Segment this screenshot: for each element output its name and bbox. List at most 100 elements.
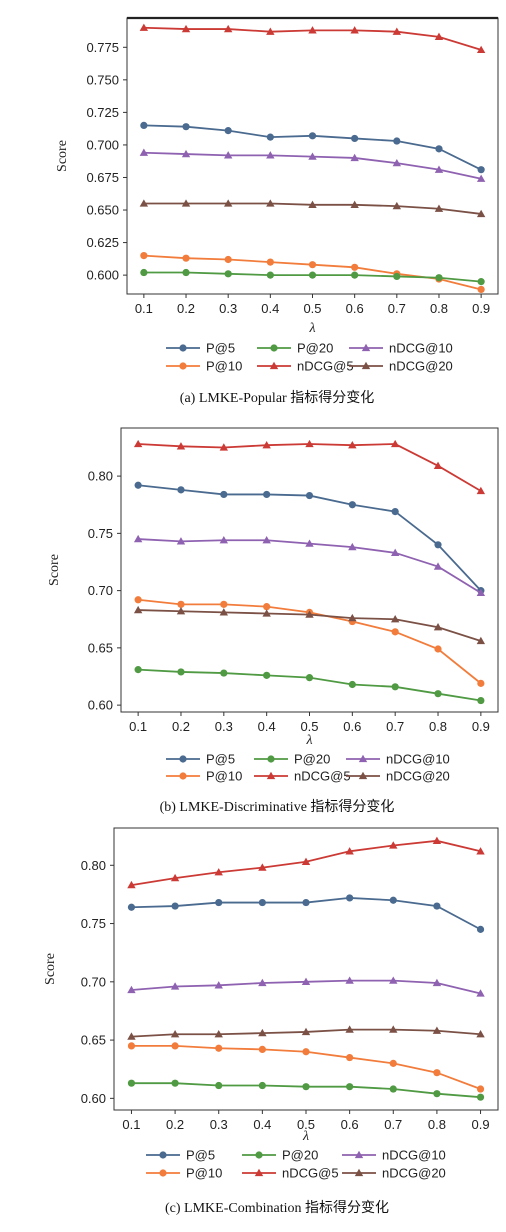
data-point-p-at-10	[302, 1048, 310, 1056]
x-tick-label: 0.7	[384, 1117, 402, 1132]
data-point-ndcg-at-20	[266, 199, 275, 207]
data-point-p-at-10	[182, 254, 190, 262]
x-tick-label: 0.4	[261, 301, 279, 316]
x-tick-label: 0.5	[297, 1117, 315, 1132]
data-point-p-at-5	[182, 123, 190, 131]
data-point-p-at-10	[177, 600, 185, 608]
data-point-p-at-20	[393, 272, 401, 281]
data-point-ndcg-at-10	[181, 149, 191, 158]
data-point-p-at-10	[127, 1042, 136, 1050]
legend-marker-ndcg-at-10	[358, 754, 368, 763]
x-tick-label: 0.9	[472, 1117, 490, 1132]
data-point-ndcg-at-20	[219, 608, 229, 616]
data-point-p-at-10	[308, 261, 317, 269]
data-point-p-at-10	[224, 255, 232, 264]
data-point-p-at-5	[351, 134, 359, 143]
data-point-ndcg-at-10	[223, 151, 233, 159]
y-axis-title: Score	[47, 554, 62, 586]
data-point-ndcg-at-10	[219, 536, 229, 544]
data-point-p-at-10	[391, 628, 399, 636]
data-point-ndcg-at-10	[305, 539, 314, 547]
data-point-ndcg-at-5	[219, 443, 229, 451]
y-tick-label: 0.65	[81, 1033, 106, 1048]
x-axis-title: λ	[308, 321, 315, 336]
data-point-ndcg-at-20	[308, 200, 317, 208]
legend-marker-p-at-10	[159, 1169, 167, 1177]
data-point-ndcg-at-10	[266, 151, 275, 159]
data-point-p-at-20	[308, 271, 317, 279]
data-point-p-at-10	[266, 258, 274, 266]
y-tick-label: 0.75	[88, 526, 113, 541]
data-point-p-at-20	[134, 666, 142, 674]
data-point-p-at-20	[171, 1079, 179, 1087]
data-point-ndcg-at-20	[223, 199, 233, 207]
x-tick-label: 0.1	[129, 719, 147, 734]
data-point-p-at-10	[477, 679, 485, 687]
series-line-p-at-5	[143, 124, 482, 171]
data-point-p-at-20	[434, 690, 442, 698]
data-point-ndcg-at-20	[390, 615, 400, 623]
data-point-ndcg-at-10	[139, 148, 149, 156]
data-point-ndcg-at-5	[223, 24, 233, 33]
x-tick-label: 0.4	[258, 719, 276, 734]
data-point-ndcg-at-10	[214, 981, 223, 989]
x-tick-label: 0.8	[429, 719, 447, 734]
data-point-ndcg-at-20	[350, 200, 359, 208]
data-point-ndcg-at-20	[434, 204, 444, 212]
data-point-p-at-20	[305, 674, 314, 682]
data-point-ndcg-at-10	[170, 982, 180, 990]
x-tick-label: 0.6	[343, 719, 361, 734]
data-point-p-at-5	[391, 507, 399, 516]
data-point-ndcg-at-5	[266, 27, 275, 35]
data-point-p-at-10	[434, 645, 442, 653]
x-tick-label: 0.7	[386, 719, 404, 734]
data-point-p-at-20	[346, 1083, 354, 1091]
legend-label-p-at-10: P@10	[206, 359, 242, 374]
data-point-ndcg-at-10	[434, 165, 444, 173]
legend-marker-p-at-5	[179, 344, 187, 352]
legend-label-p-at-5: P@5	[206, 752, 235, 767]
data-point-p-at-5	[134, 481, 142, 489]
x-tick-label: 0.6	[341, 1117, 359, 1132]
data-point-ndcg-at-20	[389, 1025, 398, 1033]
legend-label-ndcg-at-20: nDCG@20	[382, 1166, 446, 1181]
data-point-ndcg-at-10	[432, 978, 442, 987]
y-tick-label: 0.650	[86, 203, 119, 218]
data-point-p-at-20	[302, 1083, 310, 1091]
data-point-ndcg-at-5	[434, 32, 444, 41]
data-point-ndcg-at-10	[348, 542, 357, 551]
data-point-p-at-5	[305, 491, 314, 500]
data-point-ndcg-at-5	[258, 863, 267, 871]
data-point-ndcg-at-5	[170, 873, 180, 882]
data-point-p-at-10	[134, 596, 142, 604]
data-point-p-at-20	[215, 1081, 223, 1090]
x-tick-label: 0.7	[388, 301, 406, 316]
x-tick-label: 0.1	[122, 1117, 140, 1132]
legend-label-p-at-10: P@10	[206, 769, 242, 784]
legend-marker-p-at-10	[179, 772, 187, 780]
figure-caption: (a) LMKE-Popular 指标得分变化	[180, 389, 374, 406]
data-point-ndcg-at-20	[476, 1030, 485, 1038]
data-point-p-at-5	[177, 486, 185, 494]
data-point-ndcg-at-20	[476, 636, 486, 645]
data-point-p-at-5	[302, 898, 310, 907]
data-point-p-at-10	[477, 285, 485, 294]
data-point-p-at-5	[389, 896, 397, 904]
legend-label-p-at-20: P@20	[282, 1148, 318, 1163]
legend-marker-p-at-5	[179, 755, 187, 763]
y-axis-title: Score	[55, 140, 70, 172]
data-point-ndcg-at-10	[308, 152, 317, 160]
legend-marker-p-at-20	[255, 1151, 263, 1159]
data-point-ndcg-at-20	[258, 1028, 267, 1037]
data-point-p-at-20	[177, 668, 185, 676]
data-point-ndcg-at-5	[476, 45, 486, 54]
y-tick-label: 0.70	[81, 974, 106, 989]
y-tick-label: 0.60	[81, 1091, 106, 1106]
data-point-ndcg-at-20	[181, 199, 191, 207]
data-point-ndcg-at-20	[432, 1026, 442, 1034]
data-point-ndcg-at-10	[476, 174, 486, 182]
data-point-p-at-5	[127, 903, 136, 911]
x-tick-label: 0.1	[135, 301, 153, 316]
data-point-p-at-10	[171, 1042, 179, 1050]
data-point-ndcg-at-5	[392, 27, 402, 35]
